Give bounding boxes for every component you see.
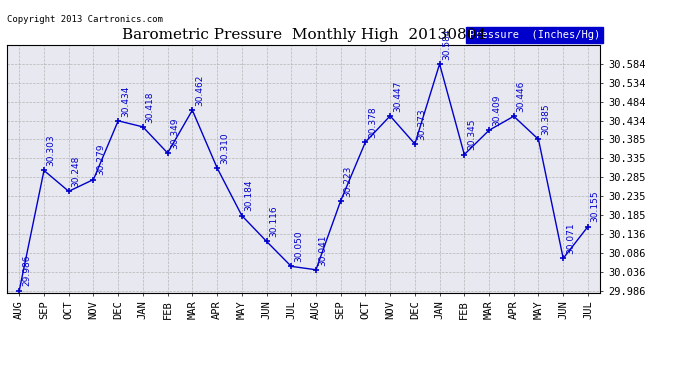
Text: 30.584: 30.584 — [442, 28, 451, 60]
Text: 30.223: 30.223 — [344, 165, 353, 196]
Text: 30.303: 30.303 — [47, 135, 56, 166]
Text: 30.050: 30.050 — [294, 231, 303, 262]
Text: 30.279: 30.279 — [96, 144, 105, 176]
Text: 30.409: 30.409 — [492, 94, 501, 126]
Text: 30.373: 30.373 — [417, 108, 426, 140]
Text: 30.071: 30.071 — [566, 223, 575, 254]
Text: 29.986: 29.986 — [22, 255, 31, 286]
Text: 30.184: 30.184 — [244, 180, 253, 212]
Text: 30.116: 30.116 — [269, 206, 278, 237]
Text: 30.385: 30.385 — [541, 104, 550, 135]
Text: 30.345: 30.345 — [467, 119, 476, 150]
Title: Barometric Pressure  Monthly High  20130804: Barometric Pressure Monthly High 2013080… — [121, 28, 486, 42]
Text: Copyright 2013 Cartronics.com: Copyright 2013 Cartronics.com — [7, 15, 163, 24]
Text: 30.041: 30.041 — [319, 234, 328, 266]
Text: 30.378: 30.378 — [368, 106, 377, 138]
Text: 30.349: 30.349 — [170, 117, 179, 149]
Text: 30.446: 30.446 — [517, 81, 526, 112]
Text: 30.447: 30.447 — [393, 80, 402, 112]
Text: 30.462: 30.462 — [195, 75, 204, 106]
Text: 30.155: 30.155 — [591, 191, 600, 222]
Text: 30.418: 30.418 — [146, 91, 155, 123]
Text: Pressure  (Inches/Hg): Pressure (Inches/Hg) — [469, 30, 600, 40]
Text: 30.248: 30.248 — [72, 156, 81, 187]
Text: 30.434: 30.434 — [121, 85, 130, 117]
Text: 30.310: 30.310 — [220, 132, 229, 164]
